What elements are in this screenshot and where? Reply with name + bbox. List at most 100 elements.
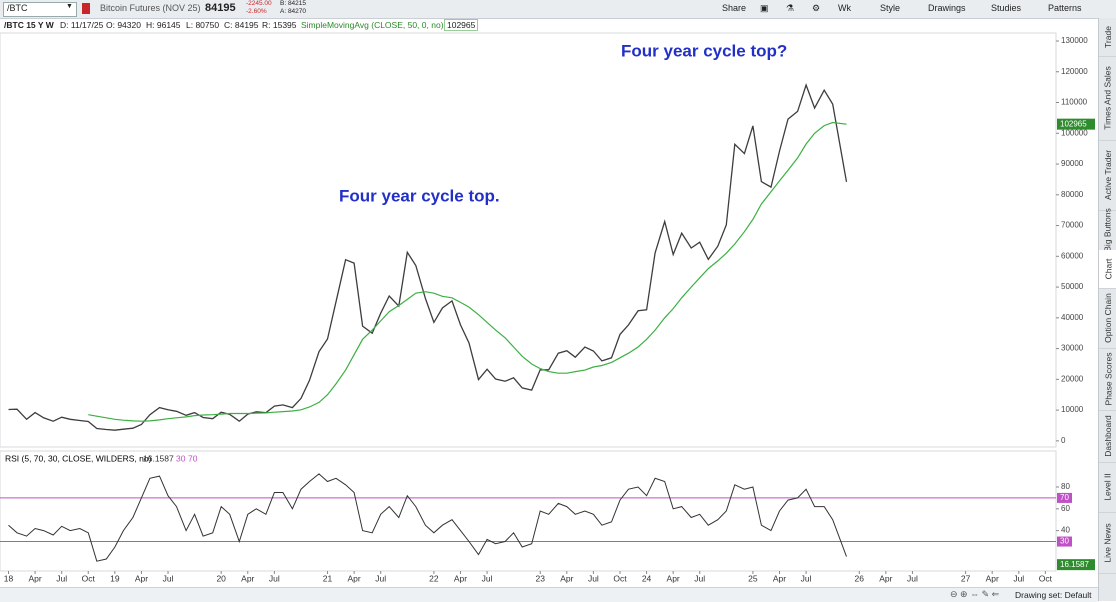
high: H: 96145: [146, 20, 181, 30]
side-tab[interactable]: Big Buttons: [1099, 208, 1116, 252]
drawings-button[interactable]: Drawings: [928, 3, 966, 13]
y-tick-label: 60000: [1061, 251, 1084, 260]
x-tick-label: Jul: [482, 573, 493, 583]
x-tick-label: 20: [216, 573, 226, 583]
x-tick-label: 21: [323, 573, 333, 583]
side-tab[interactable]: Chart: [1099, 250, 1116, 289]
y-tick-label: 70000: [1061, 221, 1084, 230]
y-tick-label: 90000: [1061, 159, 1084, 168]
open: O: 94320: [106, 20, 141, 30]
y-tick-label: 40: [1061, 526, 1070, 535]
price-panel: [0, 32, 1057, 448]
y-tick-label: 50000: [1061, 282, 1084, 291]
x-tick-label: Apr: [773, 573, 786, 583]
studies-button[interactable]: Studies: [991, 3, 1022, 13]
side-tab-label: Dashboard: [1103, 415, 1113, 457]
series-line: [8, 473, 847, 562]
rsi-level: 70: [188, 453, 198, 463]
side-tab[interactable]: Dashboard: [1099, 410, 1116, 463]
side-tab-label: Chart: [1103, 258, 1114, 280]
rsi-level: 30: [176, 453, 186, 463]
low: L: 80750: [186, 20, 220, 30]
y-tick-label: 100000: [1061, 128, 1088, 137]
reference-label: 30: [1060, 537, 1069, 546]
reference-label: 70: [1060, 493, 1069, 502]
x-tick-label: 24: [642, 573, 652, 583]
rsi-value: 16.1587: [143, 453, 174, 463]
rsi-panel: [0, 450, 1057, 572]
y-tick-label: 0: [1061, 436, 1066, 445]
ask: A: 84270: [280, 8, 307, 15]
x-tick-label: 25: [748, 573, 758, 583]
side-tab[interactable]: Times And Sales: [1099, 56, 1116, 141]
x-tick-label: Jul: [694, 573, 705, 583]
x-tick-label: 27: [961, 573, 971, 583]
x-tick-label: Jul: [907, 573, 918, 583]
x-tick-label: Apr: [28, 573, 41, 583]
symbol: /BTC: [7, 3, 28, 13]
x-tick-label: 22: [429, 573, 439, 583]
side-tabs: Trade Times And Sales Active Trader Big But…: [1098, 18, 1116, 601]
x-tick-label: Oct: [82, 573, 96, 583]
x-tick-label: 23: [535, 573, 545, 583]
x-tick-label: Jul: [1013, 573, 1024, 583]
rsi-title: RSI (5, 70, 30, CLOSE, WILDERS, no): [5, 453, 152, 463]
symbol-input[interactable]: [3, 2, 77, 17]
side-tab[interactable]: Phase Scores: [1099, 348, 1116, 411]
series-name: /BTC 15 Y W: [4, 20, 54, 30]
timeframe-button[interactable]: Wk: [838, 3, 851, 13]
sma-name: SimpleMovingAvg (CLOSE, 50, 0, no): [301, 20, 444, 30]
x-tick-label: Oct: [613, 573, 627, 583]
value-badge: [1057, 559, 1095, 571]
side-tab[interactable]: Level II: [1099, 462, 1116, 513]
reference-badge: [1057, 492, 1072, 503]
date: D: 11/17/25: [60, 20, 104, 30]
x-tick-label: Jul: [375, 573, 386, 583]
icon-button[interactable]: ⚗: [786, 3, 795, 13]
y-tick-label: 130000: [1061, 36, 1088, 45]
x-tick-label: Apr: [986, 573, 999, 583]
side-tab[interactable]: Active Trader: [1099, 140, 1116, 211]
annotation: Four year cycle top?: [621, 41, 787, 60]
side-tab[interactable]: Live News: [1099, 512, 1116, 574]
x-tick-label: 19: [110, 573, 120, 583]
description: Bitcoin Futures (NOV 25): [100, 3, 201, 13]
share-button[interactable]: Share: [722, 3, 747, 13]
status-bar: ⊖ ⊕ ⇔ ✎ ⇐ Drawing set: Default: [0, 587, 1098, 602]
settings-button[interactable]: ⚙: [812, 3, 821, 13]
dropdown-icon: ▼: [66, 3, 73, 10]
zoom-controls[interactable]: ⊖ ⊕ ⇔ ✎ ⇐: [950, 589, 1000, 599]
toolbar: /BTC ▼ Bitcoin Futures (NOV 25) 84195 -2…: [0, 0, 1116, 19]
y-tick-label: 20000: [1061, 374, 1084, 383]
flag-icon: [82, 3, 90, 14]
x-tick-label: Jul: [801, 573, 812, 583]
change: -2245.00: [246, 0, 272, 7]
side-tab[interactable]: Option Chain: [1099, 288, 1116, 349]
x-tick-label: Jul: [163, 573, 174, 583]
side-tab[interactable]: Trade: [1099, 18, 1116, 57]
side-tab-label: Times And Sales: [1103, 66, 1113, 130]
annotation: Four year cycle top.: [339, 186, 500, 205]
x-tick-label: Apr: [454, 573, 467, 583]
y-tick-label: 30000: [1061, 344, 1084, 353]
icon-button[interactable]: ▣: [760, 3, 769, 13]
side-tab-label: Option Chain: [1103, 293, 1113, 343]
y-tick-label: 80: [1061, 482, 1070, 491]
reference-badge: [1057, 536, 1072, 547]
x-tick-label: 18: [4, 573, 14, 583]
y-tick-label: 120000: [1061, 67, 1088, 76]
x-tick-label: Apr: [348, 573, 361, 583]
x-tick-label: 26: [855, 573, 865, 583]
side-tab-label: Live News: [1103, 522, 1113, 563]
bid: B: 84215: [280, 0, 307, 7]
style-button[interactable]: Style: [880, 3, 901, 13]
series-line: [88, 121, 847, 422]
series-line: [8, 83, 848, 431]
patterns-button[interactable]: Patterns: [1048, 3, 1082, 13]
side-tab-label: Active Trader: [1103, 149, 1114, 201]
last-price: 84195: [205, 2, 236, 14]
x-tick-label: Jul: [269, 573, 280, 583]
change-pct: -2.60%: [246, 8, 267, 15]
close: C: 84195: [224, 20, 259, 30]
